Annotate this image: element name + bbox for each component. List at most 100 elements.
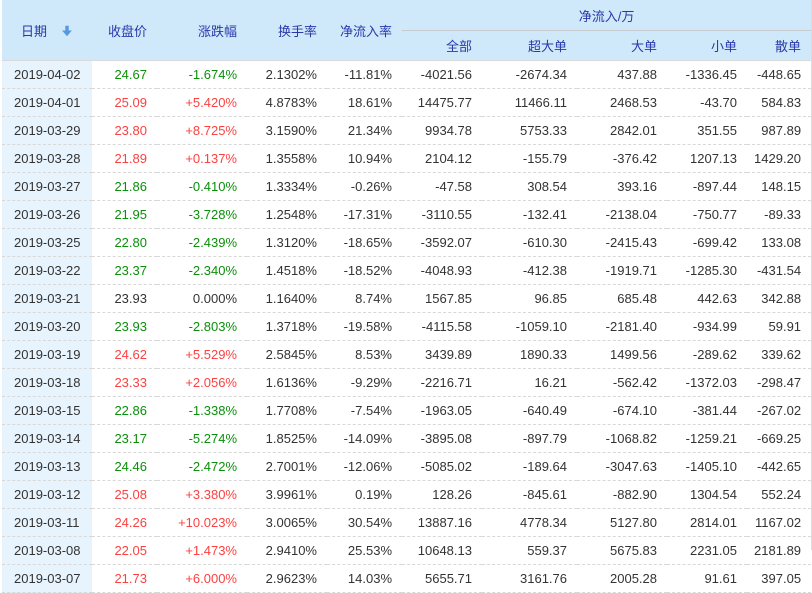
net-inflow-rate-cell: 8.74%: [327, 284, 402, 313]
inflow-small-cell: 2814.01: [667, 508, 747, 537]
inflow-large-cell: 2005.28: [577, 564, 667, 593]
close-price-cell: 25.09: [92, 88, 157, 117]
close-price-cell: 23.37: [92, 256, 157, 285]
inflow-scattered-cell: 148.15: [747, 172, 812, 201]
turnover-rate-cell: 2.1302%: [247, 60, 327, 89]
date-cell: 2019-03-27: [2, 172, 92, 201]
inflow-super-large-cell: -412.38: [482, 256, 577, 285]
table-row: 2019-04-01 25.09 +5.420% 4.8783% 18.61% …: [2, 88, 812, 117]
inflow-super-large-cell: 96.85: [482, 284, 577, 313]
inflow-large-cell: -3047.63: [577, 452, 667, 481]
column-header-net-inflow-rate-label: 净流入率: [339, 23, 392, 39]
inflow-super-large-cell: -1059.10: [482, 312, 577, 341]
net-inflow-rate-cell: -18.65%: [327, 228, 402, 257]
column-header-large: 大单: [577, 30, 667, 61]
inflow-super-large-cell: 11466.11: [482, 88, 577, 117]
inflow-large-cell: -562.42: [577, 368, 667, 397]
turnover-rate-cell: 1.8525%: [247, 424, 327, 453]
inflow-super-large-cell: 559.37: [482, 536, 577, 565]
change-percent-cell: -3.728%: [157, 200, 247, 229]
column-header-small: 小单: [667, 30, 747, 61]
change-percent-cell: -2.472%: [157, 452, 247, 481]
change-percent-cell: -2.439%: [157, 228, 247, 257]
net-inflow-rate-cell: -7.54%: [327, 396, 402, 425]
inflow-scattered-cell: -431.54: [747, 256, 812, 285]
inflow-all-cell: 9934.78: [402, 116, 482, 145]
turnover-rate-cell: 2.9410%: [247, 536, 327, 565]
inflow-large-cell: 393.16: [577, 172, 667, 201]
column-header-close-price-label: 收盘价: [107, 23, 147, 39]
inflow-all-cell: -1963.05: [402, 396, 482, 425]
date-cell: 2019-03-07: [2, 564, 92, 593]
close-price-cell: 25.08: [92, 480, 157, 509]
net-inflow-rate-cell: -14.09%: [327, 424, 402, 453]
column-header-close-price: 收盘价: [92, 0, 157, 61]
date-cell: 2019-03-12: [2, 480, 92, 509]
table-row: 2019-03-20 23.93 -2.803% 1.3718% -19.58%…: [2, 312, 812, 341]
inflow-small-cell: -1405.10: [667, 452, 747, 481]
change-percent-cell: -0.410%: [157, 172, 247, 201]
turnover-rate-cell: 3.9961%: [247, 480, 327, 509]
inflow-small-cell: -1285.30: [667, 256, 747, 285]
date-cell: 2019-03-15: [2, 396, 92, 425]
inflow-small-cell: 91.61: [667, 564, 747, 593]
sort-descending-icon[interactable]: [61, 25, 73, 37]
inflow-super-large-cell: -132.41: [482, 200, 577, 229]
inflow-super-large-cell: -845.61: [482, 480, 577, 509]
date-cell: 2019-03-18: [2, 368, 92, 397]
net-inflow-rate-cell: 10.94%: [327, 144, 402, 173]
close-price-cell: 24.62: [92, 340, 157, 369]
inflow-large-cell: -376.42: [577, 144, 667, 173]
inflow-large-cell: -2138.04: [577, 200, 667, 229]
column-header-date[interactable]: 日期: [2, 0, 92, 61]
inflow-all-cell: 14475.77: [402, 88, 482, 117]
net-inflow-rate-cell: -9.29%: [327, 368, 402, 397]
close-price-cell: 24.26: [92, 508, 157, 537]
turnover-rate-cell: 1.3120%: [247, 228, 327, 257]
close-price-cell: 23.17: [92, 424, 157, 453]
inflow-scattered-cell: 1429.20: [747, 144, 812, 173]
inflow-all-cell: 2104.12: [402, 144, 482, 173]
table-row: 2019-03-21 23.93 0.000% 1.1640% 8.74% 15…: [2, 284, 812, 313]
change-percent-cell: +10.023%: [157, 508, 247, 537]
inflow-scattered-cell: -89.33: [747, 200, 812, 229]
inflow-large-cell: -1068.82: [577, 424, 667, 453]
table-row: 2019-03-07 21.73 +6.000% 2.9623% 14.03% …: [2, 564, 812, 593]
turnover-rate-cell: 2.5845%: [247, 340, 327, 369]
close-price-cell: 24.67: [92, 60, 157, 89]
turnover-rate-cell: 1.6136%: [247, 368, 327, 397]
date-cell: 2019-03-25: [2, 228, 92, 257]
inflow-small-cell: 351.55: [667, 116, 747, 145]
inflow-scattered-cell: 342.88: [747, 284, 812, 313]
inflow-large-cell: 5127.80: [577, 508, 667, 537]
inflow-scattered-cell: -669.25: [747, 424, 812, 453]
change-percent-cell: +1.473%: [157, 536, 247, 565]
table-row: 2019-03-15 22.86 -1.338% 1.7708% -7.54% …: [2, 396, 812, 425]
change-percent-cell: +6.000%: [157, 564, 247, 593]
column-group-net-inflow: 净流入/万: [402, 0, 812, 31]
change-percent-cell: -5.274%: [157, 424, 247, 453]
net-inflow-rate-cell: 30.54%: [327, 508, 402, 537]
table-row: 2019-03-22 23.37 -2.340% 1.4518% -18.52%…: [2, 256, 812, 285]
inflow-scattered-cell: 987.89: [747, 116, 812, 145]
change-percent-cell: +5.529%: [157, 340, 247, 369]
net-inflow-rate-cell: -11.81%: [327, 60, 402, 89]
inflow-small-cell: 1207.13: [667, 144, 747, 173]
inflow-all-cell: 5655.71: [402, 564, 482, 593]
table-row: 2019-03-11 24.26 +10.023% 3.0065% 30.54%…: [2, 508, 812, 537]
change-percent-cell: +8.725%: [157, 116, 247, 145]
change-percent-cell: +2.056%: [157, 368, 247, 397]
inflow-super-large-cell: -2674.34: [482, 60, 577, 89]
table-row: 2019-03-08 22.05 +1.473% 2.9410% 25.53% …: [2, 536, 812, 565]
table-body: 2019-04-02 24.67 -1.674% 2.1302% -11.81%…: [2, 60, 812, 593]
table-row: 2019-03-13 24.46 -2.472% 2.7001% -12.06%…: [2, 452, 812, 481]
date-cell: 2019-03-28: [2, 144, 92, 173]
inflow-all-cell: -4115.58: [402, 312, 482, 341]
inflow-large-cell: 5675.83: [577, 536, 667, 565]
inflow-large-cell: -882.90: [577, 480, 667, 509]
column-header-super-large: 超大单: [482, 30, 577, 61]
inflow-super-large-cell: 3161.76: [482, 564, 577, 593]
inflow-small-cell: -750.77: [667, 200, 747, 229]
net-inflow-rate-cell: 25.53%: [327, 536, 402, 565]
inflow-large-cell: -2415.43: [577, 228, 667, 257]
